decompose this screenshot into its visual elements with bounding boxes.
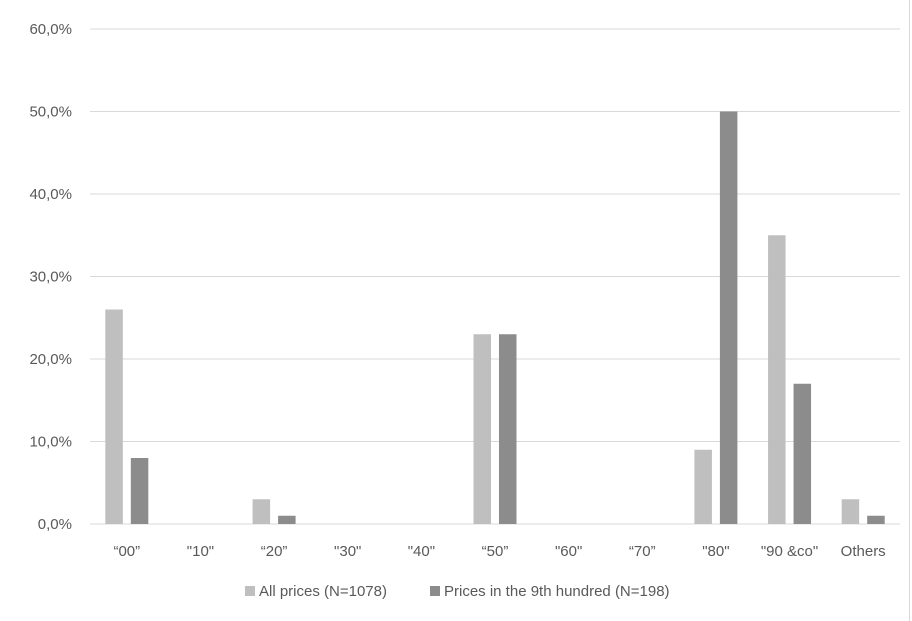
x-category-label: Others (841, 543, 886, 560)
bar-all-prices (841, 499, 860, 524)
legend-label: All prices (N=1078) (259, 583, 387, 600)
bar-all-prices (768, 235, 786, 524)
y-tick-label: 40,0% (29, 186, 72, 203)
legend-swatch (430, 586, 440, 596)
x-category-label: "40" (408, 543, 435, 560)
x-category-label: “50” (482, 543, 509, 560)
x-axis-category-labels: “00” "10" “20” "30" "40" “50” "60" “70” "80" "90 … (113, 543, 885, 560)
legend-swatch (245, 586, 255, 596)
y-axis-tick-labels: 0,0% 10,0% 20,0% 30,0% 40,0% 50,0% 60,0% (29, 21, 72, 533)
y-tick-label: 30,0% (29, 269, 72, 286)
x-category-label: "60" (555, 543, 582, 560)
bar-all-prices (252, 499, 271, 524)
gridlines (90, 28, 900, 525)
x-category-label: "90 &co" (761, 543, 818, 560)
legend: All prices (N=1078) Prices in the 9th hun… (245, 583, 670, 600)
y-tick-label: 20,0% (29, 351, 72, 368)
x-category-label: "80" (702, 543, 729, 560)
y-tick-label: 0,0% (38, 516, 72, 533)
bar-ninth-hundred (130, 458, 149, 524)
bar-ninth-hundred (867, 515, 885, 524)
legend-label: Prices in the 9th hundred (N=198) (444, 583, 670, 600)
y-tick-label: 50,0% (29, 104, 72, 121)
bar-ninth-hundred (278, 515, 296, 524)
bar-ninth-hundred (499, 334, 517, 524)
bar-ninth-hundred (719, 111, 738, 524)
x-category-label: "30" (334, 543, 361, 560)
bar-all-prices (105, 309, 123, 524)
bar-all-prices (694, 449, 712, 524)
y-tick-label: 60,0% (29, 21, 72, 38)
x-category-label: "10" (187, 543, 214, 560)
x-category-label: “20” (261, 543, 288, 560)
bars (105, 111, 885, 524)
x-category-label: “70” (629, 543, 656, 560)
y-tick-label: 10,0% (29, 434, 72, 451)
bar-all-prices (473, 334, 491, 524)
bar-ninth-hundred (793, 383, 812, 524)
x-category-label: “00” (113, 543, 140, 560)
